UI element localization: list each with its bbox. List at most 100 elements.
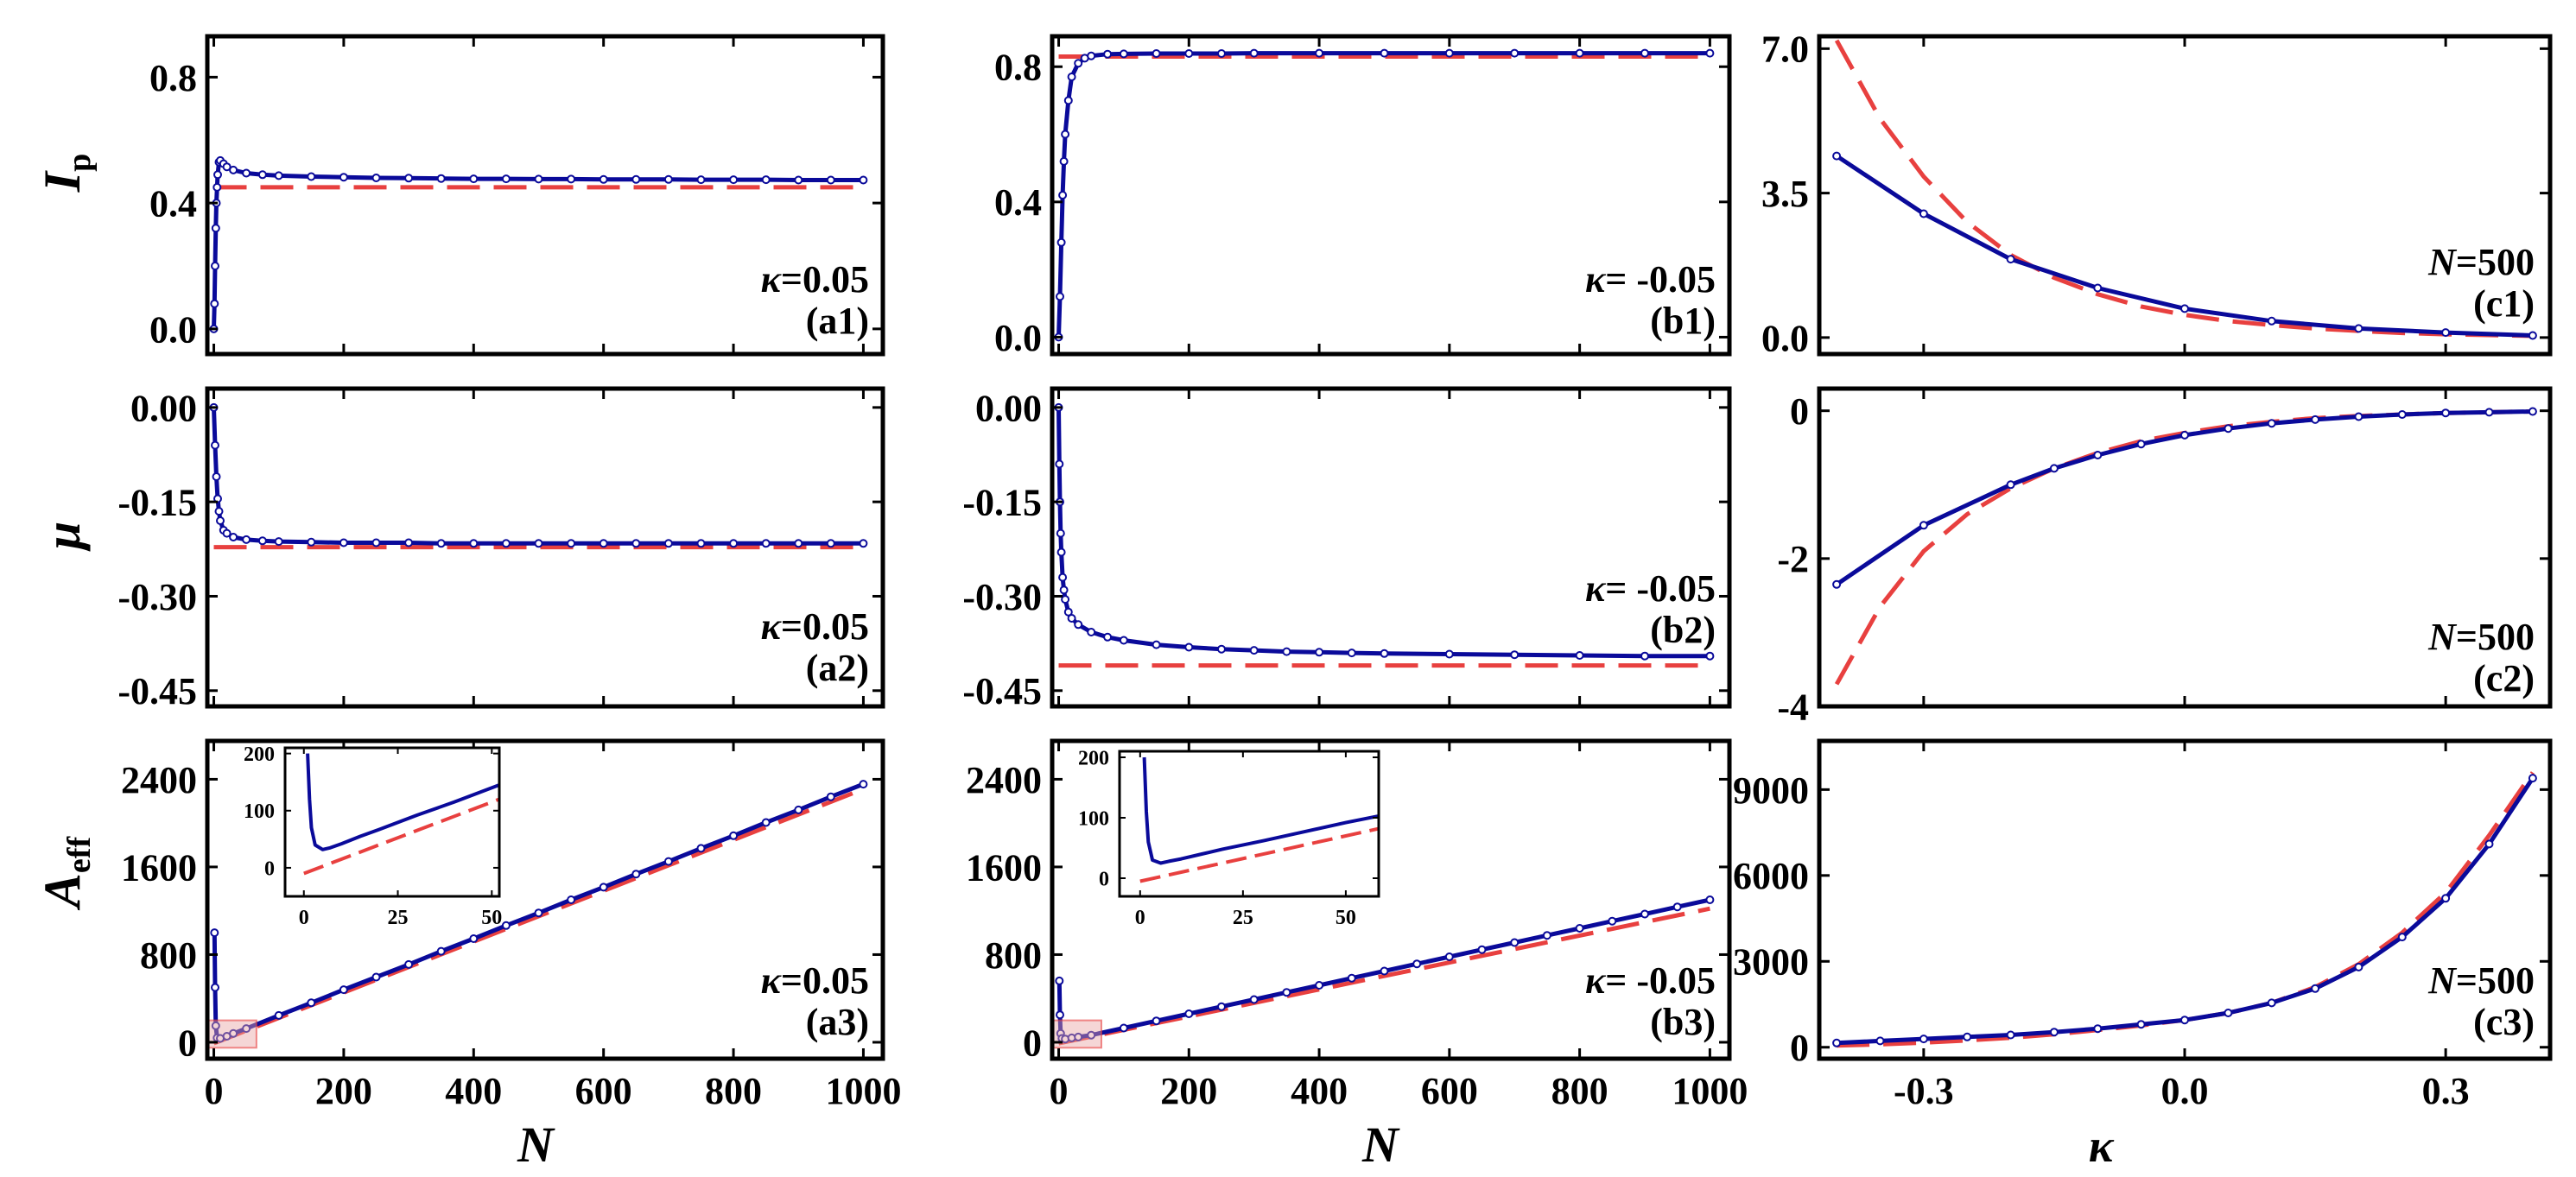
- a3-xtick-label-0: 0: [205, 1070, 224, 1112]
- a3-inset-ytick-label-2: 200: [244, 744, 275, 766]
- c3-background: [1819, 741, 2550, 1059]
- b3-point-1: [1056, 1010, 1064, 1020]
- c2-point-10: [2354, 412, 2363, 421]
- a1-point-24: [599, 174, 608, 184]
- b2-point-19: [1315, 648, 1324, 657]
- a2-point-9: [242, 535, 251, 544]
- b1-numerical-line: [1056, 51, 1710, 338]
- b2-point-23: [1510, 650, 1520, 660]
- c3-point-16: [2528, 774, 2537, 783]
- b1-point-13: [1152, 49, 1161, 58]
- b3-inset-ytick-label-0: 0: [1099, 868, 1109, 890]
- b2-param: κ= -0.05: [1585, 567, 1716, 610]
- b1-point-2: [1056, 237, 1066, 247]
- c3-point-7: [2136, 1020, 2146, 1029]
- b2-ytick-label-0: 0.00: [975, 387, 1042, 429]
- a3-xtick-label-3: 600: [575, 1070, 632, 1112]
- svg-text:Ip: Ip: [34, 154, 98, 193]
- a2-point-2: [212, 472, 221, 481]
- y-title-ip: Ip: [34, 154, 98, 193]
- b3-point-8: [1119, 1023, 1128, 1033]
- a2-point-29: [859, 539, 868, 548]
- a1-tag: (a1): [806, 300, 869, 342]
- b2-point-22: [1444, 649, 1454, 659]
- c2-point-5: [2136, 440, 2146, 449]
- b3-analytical-line: [1057, 906, 1710, 1046]
- b3-point-18: [1444, 952, 1454, 961]
- c3-point-4: [2006, 1030, 2015, 1040]
- a2-point-15: [404, 538, 414, 547]
- a1-point-26: [663, 174, 673, 184]
- b2-background: [1052, 389, 1729, 706]
- c1-analytical-line: [1834, 39, 2533, 339]
- c3-point-10: [2267, 998, 2276, 1008]
- c3-ytick-label-1: 3000: [1733, 941, 1809, 984]
- b1-point-4: [1059, 156, 1069, 166]
- b2-point-6: [1059, 585, 1069, 595]
- b1-frame: [1050, 34, 1732, 357]
- c1-ytick-label-1: 3.5: [1761, 173, 1809, 215]
- b2-point-25: [1640, 651, 1649, 661]
- c3-point-6: [2093, 1024, 2103, 1034]
- c2-plot-area: [1832, 407, 2537, 686]
- b3-point-21: [1542, 931, 1551, 940]
- b3-xtick-label-0: 0: [1050, 1070, 1069, 1112]
- c3-point-12: [2354, 962, 2363, 971]
- panel-c2: 0 -2 -4: [1777, 386, 2553, 728]
- a2-point-26: [761, 539, 771, 548]
- c1-point-8: [2528, 331, 2537, 340]
- a3-inset-ytick-label-0: 0: [264, 857, 275, 880]
- a1-point-28: [729, 175, 739, 185]
- a3-ytick-label-3: 2400: [121, 759, 197, 801]
- b2-point-26: [1705, 651, 1715, 661]
- a3-xtick-label-2: 400: [445, 1070, 502, 1112]
- a2-ytick-label-2: -0.30: [117, 576, 197, 618]
- c2-point-12: [2441, 408, 2451, 418]
- a3-point-19: [631, 870, 641, 879]
- a2-point-25: [729, 539, 739, 548]
- a1-point-29: [761, 175, 771, 185]
- b1-ytick-label-2: 0.8: [994, 47, 1042, 89]
- a1-frame: [205, 34, 885, 357]
- b3-point-6: [1074, 1032, 1083, 1041]
- b2-point-14: [1152, 640, 1161, 649]
- b3-zoom-box: [1050, 1019, 1102, 1049]
- b3-point-23: [1608, 916, 1617, 926]
- a3-point-15: [501, 921, 511, 930]
- a2-frame: [205, 386, 885, 709]
- b3-inset-ytick-label-2: 200: [1078, 747, 1109, 769]
- a2-point-21: [599, 539, 608, 548]
- b2-point-10: [1074, 620, 1083, 630]
- a3-frame: [205, 738, 885, 1061]
- b2-point-8: [1063, 607, 1073, 617]
- a3-point-21: [696, 844, 706, 853]
- b3-point-16: [1380, 966, 1389, 976]
- b3-point-12: [1249, 995, 1259, 1004]
- c3-xtick-label-0: -0.3: [1894, 1070, 1954, 1112]
- c1-param: N=500: [2427, 241, 2535, 283]
- c3-point-0: [1832, 1038, 1842, 1047]
- a3-zoom-box: [206, 1019, 257, 1049]
- b3-point-26: [1705, 895, 1715, 904]
- b1-point-5: [1061, 130, 1070, 139]
- b3-point-11: [1217, 1002, 1226, 1011]
- c2-ytick-label-0: 0: [1790, 390, 1809, 433]
- c3-plot-area: [1832, 771, 2537, 1048]
- b2-ytick-label-1: -0.15: [962, 482, 1042, 524]
- panel-b1: 0.0 0.4 0.8: [994, 34, 1732, 359]
- c2-point-4: [2093, 451, 2103, 459]
- a1-point-19: [436, 174, 446, 183]
- a2-point-23: [663, 539, 673, 548]
- b2-point-4: [1056, 547, 1066, 557]
- c2-point-9: [2311, 414, 2320, 424]
- a1-point-15: [307, 172, 316, 181]
- a1-point-17: [371, 174, 381, 182]
- a1-point-16: [339, 173, 348, 182]
- c3-point-13: [2397, 933, 2407, 942]
- a3-ytick-label-1: 800: [140, 934, 197, 977]
- a3-inset: 0 100 200 0 25 50: [244, 744, 502, 929]
- c1-ytick-label-0: 0.0: [1761, 317, 1809, 359]
- b3-inset-numerical-line: [1142, 756, 1379, 865]
- a3-point-6: [229, 1028, 238, 1038]
- c3-param: N=500: [2427, 959, 2535, 1002]
